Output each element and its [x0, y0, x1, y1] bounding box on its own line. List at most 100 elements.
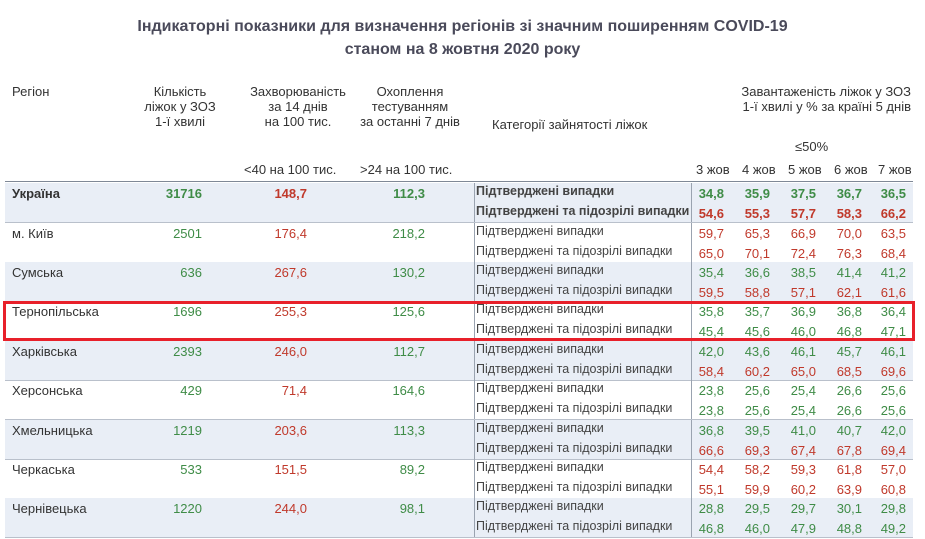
category-confirmed-suspected: Підтверджені та підозрілі випадки — [476, 362, 673, 376]
header-incidence-line: на 100 тис. — [264, 114, 332, 129]
header-category: Категорії зайнятості ліжок — [492, 117, 648, 132]
category-divider — [474, 420, 475, 459]
category-confirmed: Підтверджені випадки — [476, 460, 604, 474]
beds-count: 1696 — [173, 304, 202, 319]
occupancy-value: 46,1 — [790, 344, 816, 359]
occupancy-value: 34,8 — [698, 186, 724, 201]
occupancy-value: 58,2 — [744, 462, 770, 477]
testing-value: 164,6 — [392, 383, 425, 398]
occupancy-value: 38,5 — [790, 265, 816, 280]
testing-value: 130,2 — [392, 265, 425, 280]
occupancy-value: 54,4 — [698, 462, 724, 477]
category-confirmed-suspected: Підтверджені та підозрілі випадки — [476, 204, 690, 218]
occupancy-value: 65,3 — [744, 226, 770, 241]
header-day: 6 жов — [834, 162, 868, 177]
beds-count: 1220 — [173, 501, 202, 516]
category-divider — [474, 459, 475, 498]
region-name: Україна — [12, 186, 61, 201]
row-shading — [5, 420, 913, 459]
header-occupancy: Завантаженість ліжок у ЗОЗ 1-ї хвилі у %… — [650, 84, 911, 114]
occupancy-value: 60,8 — [880, 482, 906, 497]
region-name: Чернівецька — [12, 501, 87, 516]
occupancy-value: 72,4 — [790, 246, 816, 261]
region-name: Хмельницька — [12, 423, 93, 438]
header-divider — [5, 181, 913, 182]
occupancy-value: 68,4 — [880, 246, 906, 261]
region-name: Сумська — [12, 265, 64, 280]
beds-count: 1219 — [173, 423, 202, 438]
occupancy-value: 58,8 — [744, 285, 770, 300]
occupancy-value: 46,8 — [836, 324, 862, 339]
row-shading — [5, 498, 913, 537]
category-divider — [474, 341, 475, 380]
category-divider — [691, 341, 692, 380]
occupancy-value: 36,6 — [744, 265, 770, 280]
occupancy-value: 49,2 — [880, 521, 906, 536]
header-day: 5 жов — [788, 162, 822, 177]
occupancy-value: 42,0 — [698, 344, 724, 359]
category-confirmed-suspected: Підтверджені та підозрілі випадки — [476, 401, 673, 415]
occupancy-value: 25,6 — [880, 403, 906, 418]
category-confirmed: Підтверджені випадки — [476, 421, 604, 435]
header-beds-line: ліжок у ЗОЗ — [144, 99, 216, 114]
category-confirmed: Підтверджені випадки — [476, 499, 604, 513]
testing-value: 218,2 — [392, 226, 425, 241]
occupancy-value: 45,7 — [836, 344, 862, 359]
occupancy-value: 76,3 — [836, 246, 862, 261]
category-divider — [474, 183, 475, 222]
testing-value: 98,1 — [399, 501, 425, 516]
row-divider — [5, 537, 913, 538]
category-divider — [691, 301, 692, 340]
testing-value: 125,6 — [392, 304, 425, 319]
occupancy-value: 25,4 — [790, 383, 816, 398]
occupancy-value: 70,1 — [744, 246, 770, 261]
region-name: м. Київ — [12, 226, 54, 241]
header-testing-line: тестуванням — [371, 99, 449, 114]
incidence-value: 151,5 — [274, 462, 307, 477]
occupancy-value: 43,6 — [744, 344, 770, 359]
occupancy-value: 25,4 — [790, 403, 816, 418]
category-divider — [691, 420, 692, 459]
header-region: Регіон — [12, 84, 50, 99]
category-divider — [691, 498, 692, 537]
header-beds-line: Кількість — [153, 84, 207, 99]
row-divider — [5, 380, 913, 381]
occupancy-value: 45,4 — [698, 324, 724, 339]
row-shading — [5, 341, 913, 380]
occupancy-value: 26,6 — [836, 403, 862, 418]
header-occupancy-threshold: ≤50% — [795, 139, 829, 154]
category-divider — [691, 459, 692, 498]
title-line-1: Індикаторні показники для визначення рег… — [137, 18, 788, 35]
occupancy-value: 36,8 — [698, 423, 724, 438]
incidence-value: 246,0 — [274, 344, 307, 359]
header-incidence-threshold: <40 на 100 тис. — [244, 162, 337, 177]
region-name: Тернопільська — [12, 304, 99, 319]
occupancy-value: 40,7 — [836, 423, 862, 438]
row-shading — [5, 262, 913, 301]
header-beds-line: 1-ї хвилі — [155, 114, 205, 129]
testing-value: 89,2 — [399, 462, 425, 477]
beds-count: 533 — [180, 462, 202, 477]
category-divider — [691, 223, 692, 262]
incidence-value: 255,3 — [274, 304, 307, 319]
category-confirmed-suspected: Підтверджені та підозрілі випадки — [476, 322, 673, 336]
incidence-value: 71,4 — [281, 383, 307, 398]
occupancy-value: 29,5 — [744, 501, 770, 516]
occupancy-value: 29,8 — [880, 501, 906, 516]
occupancy-value: 36,9 — [790, 304, 816, 319]
occupancy-value: 28,8 — [698, 501, 724, 516]
occupancy-value: 69,3 — [744, 443, 770, 458]
occupancy-value: 55,1 — [698, 482, 724, 497]
region-name: Черкаська — [12, 462, 75, 477]
occupancy-value: 26,6 — [836, 383, 862, 398]
category-divider — [474, 223, 475, 262]
occupancy-value: 36,7 — [836, 186, 862, 201]
occupancy-value: 36,4 — [880, 304, 906, 319]
occupancy-value: 35,7 — [744, 304, 770, 319]
occupancy-value: 47,9 — [790, 521, 816, 536]
occupancy-value: 55,3 — [744, 206, 770, 221]
testing-value: 113,3 — [393, 423, 425, 438]
category-divider — [691, 262, 692, 301]
category-confirmed-suspected: Підтверджені та підозрілі випадки — [476, 480, 673, 494]
occupancy-value: 63,5 — [880, 226, 906, 241]
